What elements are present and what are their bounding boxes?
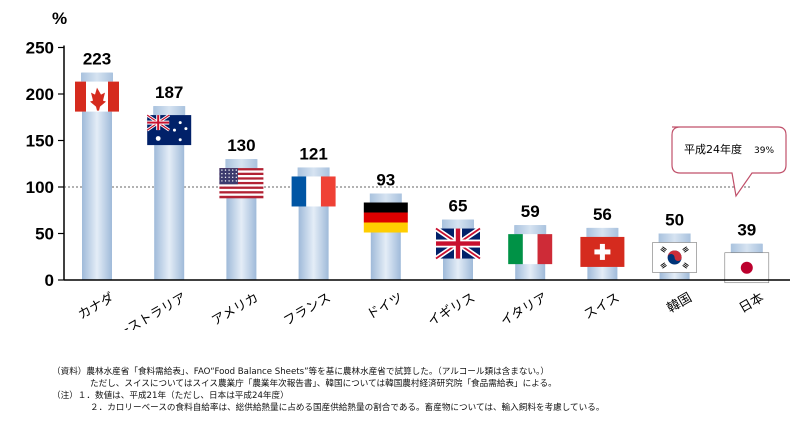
category-label: イギリス: [425, 290, 478, 329]
y-tick-label: 250: [26, 39, 54, 58]
callout-bubble: [671, 126, 787, 198]
bar-chart: % 0 50 100 150 200 250 223 カナダ 187 オーストラリア 130 アメリ…: [26, 9, 790, 330]
bar-cap: [225, 159, 258, 169]
value-label: 56: [593, 205, 612, 224]
value-label: 223: [83, 50, 111, 69]
bar-cap: [514, 225, 547, 235]
y-axis-unit: %: [52, 9, 67, 28]
canada-flag-icon: [75, 81, 119, 112]
value-label: 39: [737, 221, 756, 240]
japan-flag-icon: [724, 252, 770, 284]
note-line-4: ２．カロリーベースの食料自給率は、総供給熱量に占める国産供給熱量の割合である。畜…: [90, 403, 605, 413]
bars: 223 カナダ 187 オーストラリア 130 アメリカ 121 フランス 93 ドイツ 65 イギリ…: [75, 50, 770, 330]
y-tick-label: 0: [45, 271, 54, 290]
korea-flag-icon: [652, 242, 697, 273]
value-label: 187: [155, 83, 183, 102]
value-label: 65: [449, 197, 468, 216]
france-flag-icon: [291, 176, 336, 207]
category-label: カナダ: [76, 290, 117, 322]
germany-flag-icon: [363, 202, 408, 233]
usa-flag-icon: [219, 168, 264, 199]
bar-cap: [442, 219, 474, 229]
category-label: ドイツ: [365, 290, 406, 322]
y-tick-label: 50: [35, 225, 54, 244]
category-label: オーストラリア: [103, 290, 189, 330]
value-label: 93: [376, 171, 395, 190]
note-line-1: （資料）農林水産省「食料需給表」、FAO“Food Balance Sheets…: [52, 367, 549, 377]
uk-flag-icon: [434, 226, 482, 261]
callout: 平成24年度 39%: [671, 126, 787, 198]
bar-cap: [586, 227, 619, 237]
note-line-3: （注）１．数値は、平成21年（ただし、日本は平成24年度）: [52, 391, 289, 401]
category-label: 韓国: [665, 290, 695, 316]
notes: （資料）農林水産省「食料需給表」、FAO“Food Balance Sheets…: [52, 366, 792, 414]
value-label: 130: [227, 136, 255, 155]
category-label: 日本: [737, 290, 767, 316]
y-tick-label: 150: [26, 132, 54, 151]
category-label: アメリカ: [209, 290, 261, 329]
value-label: 121: [299, 144, 327, 163]
bar-cap: [369, 193, 402, 203]
bar-cap: [297, 167, 330, 177]
bar-cap: [153, 106, 186, 116]
bar-cap: [81, 72, 113, 82]
y-tick-label: 200: [26, 85, 54, 104]
y-tick-label: 100: [26, 178, 54, 197]
italy-flag-icon: [508, 234, 553, 265]
bar-cap: [658, 233, 691, 243]
value-label: 59: [521, 202, 540, 221]
category-label: イタリア: [498, 290, 550, 329]
y-axis: 0 50 100 150 200 250: [26, 39, 65, 290]
note-line-2: ただし、スイスについてはスイス農業庁「農業年次報告書」、韓国については韓国農村経…: [90, 379, 557, 389]
callout-label: 平成24年度: [684, 142, 742, 156]
australia-flag-icon: [146, 113, 192, 146]
switzerland-flag-icon: [580, 236, 625, 267]
category-label: スイス: [581, 290, 622, 322]
category-label: フランス: [281, 290, 333, 329]
value-label: 50: [665, 211, 684, 230]
bar-cap: [730, 243, 763, 253]
callout-value: 39%: [754, 146, 774, 156]
